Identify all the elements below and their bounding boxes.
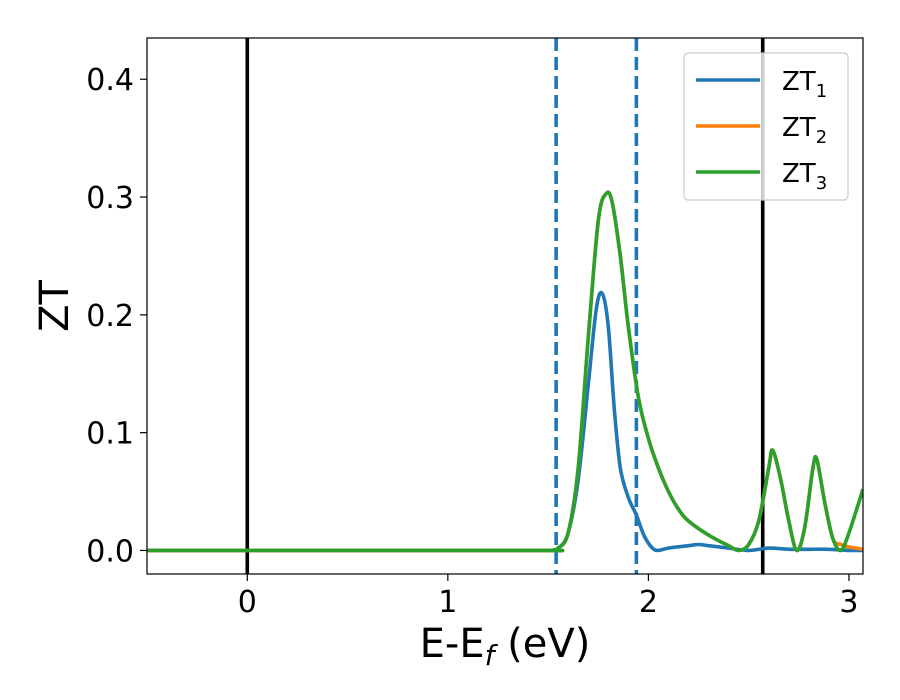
y-axis-label: ZT <box>32 280 78 332</box>
y-tick-label: 0.2 <box>86 299 134 334</box>
legend: ZT1 ZT2 ZT3 <box>683 52 849 201</box>
y-tick-label: 0.4 <box>86 63 134 98</box>
series-layer <box>147 190 863 553</box>
axis-ticks: 0 1 2 3 0.0 0.1 0.2 0.3 0.4 <box>86 63 858 620</box>
series-line-zt1 <box>147 290 863 553</box>
legend-label: ZT3 <box>782 159 827 194</box>
legend-label: ZT1 <box>782 67 827 102</box>
y-tick-label: 0.1 <box>86 417 134 452</box>
legend-label: ZT2 <box>782 113 827 148</box>
series-line-zt3 <box>147 190 863 553</box>
x-axis-label-unit: (eV) <box>494 621 590 667</box>
y-tick-label: 0.0 <box>86 534 134 569</box>
y-tick-label: 0.3 <box>86 181 134 216</box>
x-tick-label: 0 <box>238 585 257 620</box>
series-line-zt2 <box>147 190 863 553</box>
x-axis-label: E-Ef (eV) <box>420 621 591 672</box>
plot-frame <box>146 37 864 575</box>
legend-box <box>683 52 849 201</box>
x-tick-label: 1 <box>438 585 457 620</box>
x-tick-label: 2 <box>639 585 658 620</box>
x-axis-label-main: E-E <box>420 621 485 667</box>
x-tick-label: 3 <box>839 585 858 620</box>
